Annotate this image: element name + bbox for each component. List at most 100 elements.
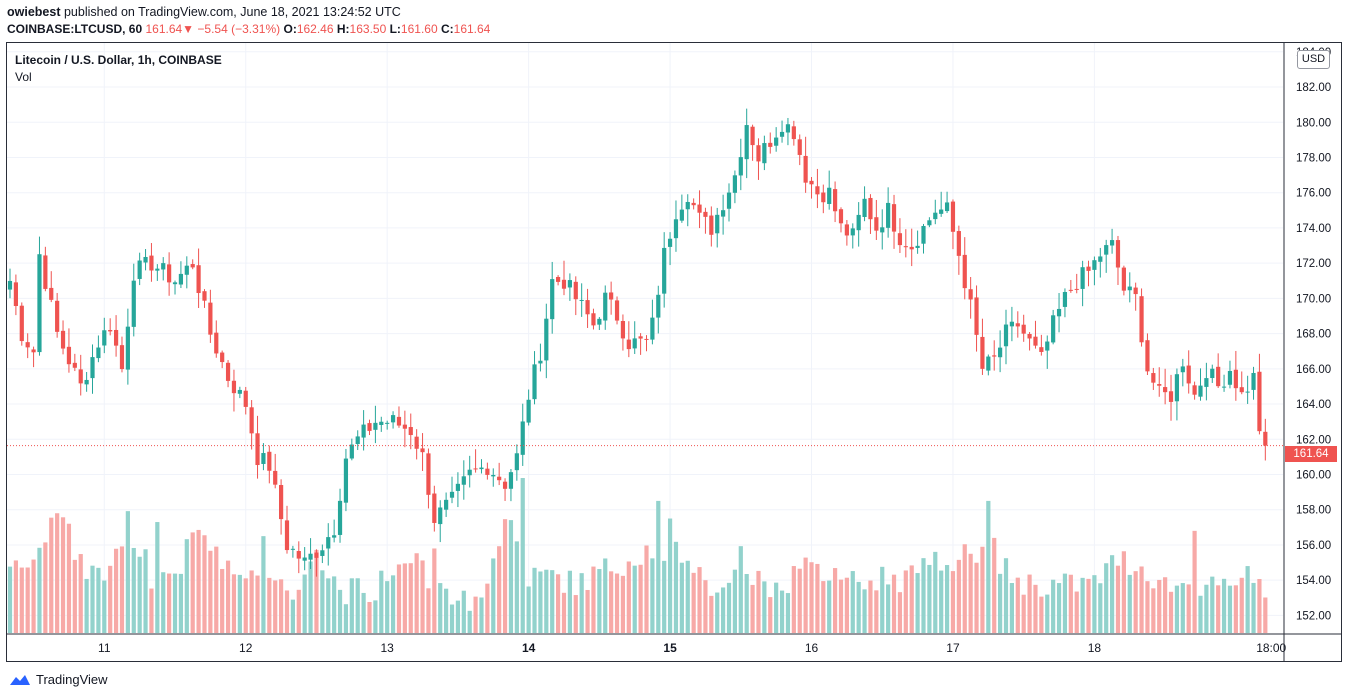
candle-body (167, 264, 172, 283)
volume-bar (1080, 577, 1085, 633)
y-tick-label: 156.00 (1296, 540, 1331, 552)
x-tick-label: 18:00 (1256, 641, 1286, 655)
down-arrow-icon: ▼ (182, 22, 195, 36)
symbol-label: COINBASE:LTCUSD, 60 (7, 22, 143, 36)
volume-bar (968, 553, 973, 633)
candle-body (155, 268, 160, 271)
volume-bar (243, 578, 248, 633)
candle-body (980, 336, 985, 369)
volume-bar (55, 513, 60, 633)
y-tick-label: 164.00 (1296, 399, 1331, 411)
candle-body (944, 202, 950, 212)
volume-bar (762, 581, 767, 633)
volume-bar (1163, 577, 1168, 633)
candle-body (72, 362, 77, 368)
candle-body (373, 422, 378, 430)
high-label: H: (336, 22, 350, 36)
volume-bar (815, 563, 820, 633)
volume-bar (998, 573, 1003, 633)
candle-body (903, 246, 908, 248)
candle-body (314, 552, 319, 558)
volume-bar (314, 549, 319, 633)
candle-body (178, 273, 184, 285)
y-tick-label: 160.00 (1296, 469, 1331, 481)
candle-body (385, 422, 390, 424)
currency-button[interactable]: USD (1297, 50, 1330, 69)
candle-body (697, 204, 702, 213)
candle-body (414, 436, 419, 449)
volume-bar (1210, 576, 1215, 633)
volume-bar (944, 565, 950, 633)
volume-bar (986, 500, 991, 633)
volume-bar (367, 601, 372, 633)
volume-bar (273, 580, 278, 633)
candle-body (874, 217, 879, 231)
candle-body (461, 476, 466, 485)
candle-body (420, 448, 425, 453)
volume-bar (220, 568, 225, 633)
candle-body (750, 126, 755, 146)
volume-bar (290, 599, 295, 633)
volume-bar (438, 583, 443, 633)
low-value: 161.60 (400, 22, 438, 36)
volume-bar (667, 518, 673, 633)
candle-body (137, 260, 142, 279)
candle-body (37, 254, 42, 353)
volume-legend: Vol (15, 70, 32, 84)
candle-body (196, 265, 201, 294)
candle-body (90, 357, 95, 379)
candle-body (479, 467, 484, 470)
volume-bar (25, 567, 30, 633)
candle-body (1056, 308, 1062, 317)
volume-bar (508, 520, 514, 633)
volume-bar (1062, 573, 1068, 633)
volume-bar (850, 571, 855, 633)
candle-body (261, 453, 266, 464)
candle-body (779, 131, 785, 137)
volume-bar (650, 558, 655, 633)
volume-bar (178, 573, 184, 633)
volume-bar (532, 567, 537, 633)
volume-bar (520, 478, 525, 633)
volume-bar (279, 579, 284, 633)
tradingview-logo[interactable]: TradingView (8, 672, 108, 687)
candle-body (756, 145, 761, 162)
volume-bar (844, 577, 849, 633)
candle-body (656, 294, 661, 318)
candle-body (43, 255, 48, 289)
candle-body (998, 347, 1003, 358)
volume-bar (903, 570, 908, 633)
candle-body (620, 320, 626, 339)
volume-bar (868, 580, 873, 633)
candle-body (320, 550, 325, 556)
volume-bar (1133, 571, 1138, 633)
volume-bar (1074, 591, 1079, 633)
candle-body (361, 424, 366, 438)
candle-body (850, 228, 855, 236)
candle-body (838, 209, 844, 224)
candle-body (832, 189, 838, 212)
volume-bar (838, 579, 844, 633)
candle-body (591, 313, 596, 326)
candle-body (1233, 369, 1238, 389)
candle-body (956, 231, 961, 256)
volume-bar (1086, 578, 1091, 633)
volume-bar (1227, 585, 1233, 633)
volume-bar (1009, 583, 1014, 633)
volume-bar (1115, 565, 1121, 633)
volume-bar (750, 584, 755, 633)
y-tick-label: 182.00 (1296, 82, 1331, 94)
volume-bar (37, 547, 42, 633)
candle-body (149, 255, 154, 271)
volume-bar (284, 590, 290, 633)
candle-body (703, 211, 708, 217)
volume-bar (1186, 584, 1191, 633)
candle-body (1133, 287, 1138, 295)
candle-body (1051, 315, 1056, 343)
volume-bar (308, 561, 313, 633)
volume-bar (897, 592, 903, 633)
candle-body (974, 297, 979, 335)
volume-bar (214, 546, 219, 633)
volume-bar (349, 578, 354, 633)
